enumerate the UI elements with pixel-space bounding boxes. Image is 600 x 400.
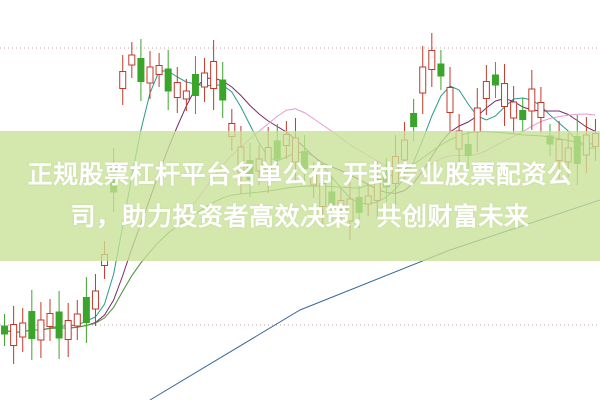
candle-body [137,58,145,82]
candle-body [28,311,36,339]
candle-body [201,72,209,88]
candle-body [64,320,72,340]
candle-body [491,74,499,86]
candle-body [128,54,136,66]
candle-body [428,50,436,70]
candle-body [82,297,90,323]
candle-body [173,82,181,98]
candle-body [73,313,81,327]
candle-body [55,311,63,339]
candle-body [182,90,190,100]
candle-body [528,88,536,112]
candle-body [1,325,9,335]
candle-body [210,61,218,89]
candle-body [446,87,454,113]
candle-body [191,74,199,96]
candle-body [519,110,527,120]
candle-body [155,65,163,75]
candle-body [437,63,445,77]
candle-body [19,322,27,338]
candle-body [501,83,509,107]
candle-body [119,71,127,89]
title-banner: 正规股票杠杆平台名单公布 开封专业股票配资公司，助力投资者高效决策，共创财富未来 [0,131,600,261]
candle-body [482,81,490,99]
candle-body [473,107,481,133]
article-title: 正规股票杠杆平台名单公布 开封专业股票配资公司，助力投资者高效决策，共创财富未来 [27,160,573,231]
candle-body [91,290,99,310]
candle-body [37,319,45,341]
candle-body [164,68,172,92]
candle-body [146,66,154,84]
candle-body [219,79,227,101]
candle-body [510,101,518,119]
candle-body [537,102,545,118]
candle-body [410,113,418,127]
candle-body [10,324,18,346]
candle-body [46,313,54,327]
candle-body [419,66,427,94]
